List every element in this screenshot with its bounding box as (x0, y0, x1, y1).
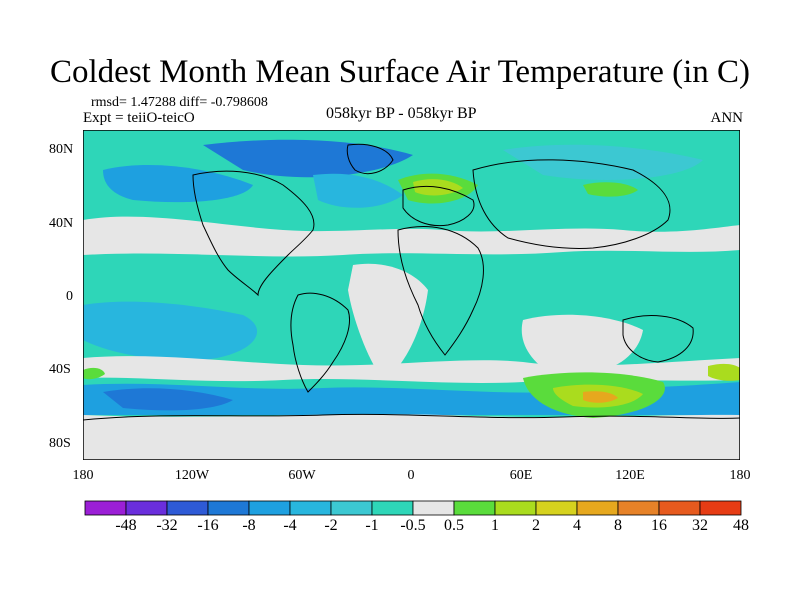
north-atlantic-blue (313, 173, 403, 208)
lat-label-40n: 40N (49, 216, 74, 231)
colorbar-level-label: 48 (733, 517, 749, 534)
colorbar-swatch (412, 500, 455, 516)
colorbar-swatch (617, 500, 660, 516)
coast-africa (397, 226, 484, 356)
season-label: ANN (710, 110, 744, 126)
arctic-blue (203, 139, 413, 178)
colorbar-level-label: 2 (532, 517, 540, 534)
lat-label-80s: 80S (49, 436, 71, 451)
colorbar-level-label: -2 (324, 517, 338, 534)
colorbar-level-label: -32 (156, 517, 178, 534)
temperature-anomaly-fields (83, 139, 740, 460)
pacific-light-blue (83, 301, 258, 361)
lon-label-120e: 120E (615, 468, 645, 483)
siberia-cyan (503, 144, 703, 180)
coast-south-america (290, 292, 350, 393)
chart-title: Coldest Month Mean Surface Air Temperatu… (50, 54, 750, 90)
lon-label-60e: 60E (509, 468, 533, 483)
colorbar-swatch (330, 500, 373, 516)
coast-north-america (192, 170, 315, 297)
colorbar-swatch (699, 500, 742, 516)
lon-label-120w: 120W (174, 468, 210, 483)
south-indian-hotspot (583, 391, 618, 403)
colorbar-level-label: 8 (614, 517, 622, 534)
world-map (83, 130, 740, 460)
colorbar-swatch (166, 500, 209, 516)
coast-australia (622, 315, 694, 363)
colorbar-swatch (248, 500, 291, 516)
antarctica-neutral (83, 414, 740, 460)
lon-label-0: 0 (407, 468, 415, 483)
lat-label-0: 0 (66, 289, 73, 304)
atlantic-neutral (348, 263, 428, 380)
colorbar (84, 500, 742, 516)
east-asia-green (583, 182, 638, 197)
colorbar-level-label: 32 (692, 517, 708, 534)
south-pacific-warm (708, 363, 740, 381)
north-pacific-blue (103, 165, 253, 203)
lat-label-40s: 40S (49, 362, 71, 377)
colorbar-level-label: 16 (651, 517, 667, 534)
indian-ocean-neutral (521, 314, 643, 376)
coastlines (83, 143, 740, 421)
colorbar-swatch (125, 500, 168, 516)
colorbar-swatch (289, 500, 332, 516)
colorbar-swatch (658, 500, 701, 516)
southern-pacific-blue (103, 388, 233, 411)
colorbar-level-label: -8 (242, 517, 256, 534)
colorbar-level-label: -16 (197, 517, 219, 534)
lon-label-180w: 180 (72, 468, 94, 483)
colorbar-swatch (371, 500, 414, 516)
coast-greenland (346, 143, 394, 175)
colorbar-level-label: -0.5 (400, 517, 426, 534)
colorbar-swatch (84, 500, 127, 516)
coast-antarctica (83, 413, 740, 421)
lon-label-60w: 60W (288, 468, 316, 483)
lat-label-80n: 80N (49, 142, 74, 157)
colorbar-swatch (494, 500, 537, 516)
north-neutral-band (83, 216, 740, 257)
colorbar-level-label: -1 (365, 517, 379, 534)
coast-asia (472, 159, 671, 249)
experiment-label: Expt = teiiO-teicO (83, 110, 195, 126)
rmsd-diff-stats: rmsd= 1.47288 diff= -0.798608 (91, 95, 268, 110)
colorbar-level-label: 0.5 (444, 517, 464, 534)
colorbar-swatch (453, 500, 496, 516)
lon-label-180e: 180 (729, 468, 751, 483)
colorbar-level-label: -48 (115, 517, 137, 534)
colorbar-swatch (207, 500, 250, 516)
colorbar-level-label: 4 (573, 517, 581, 534)
colorbar-level-label: 1 (491, 517, 499, 534)
colorbar-level-label: -4 (283, 517, 297, 534)
colorbar-swatch (535, 500, 578, 516)
period-label: 058kyr BP - 058kyr BP (326, 105, 477, 122)
coast-europe (402, 185, 475, 227)
south-atlantic-warm (83, 367, 105, 380)
colorbar-swatch (576, 500, 619, 516)
